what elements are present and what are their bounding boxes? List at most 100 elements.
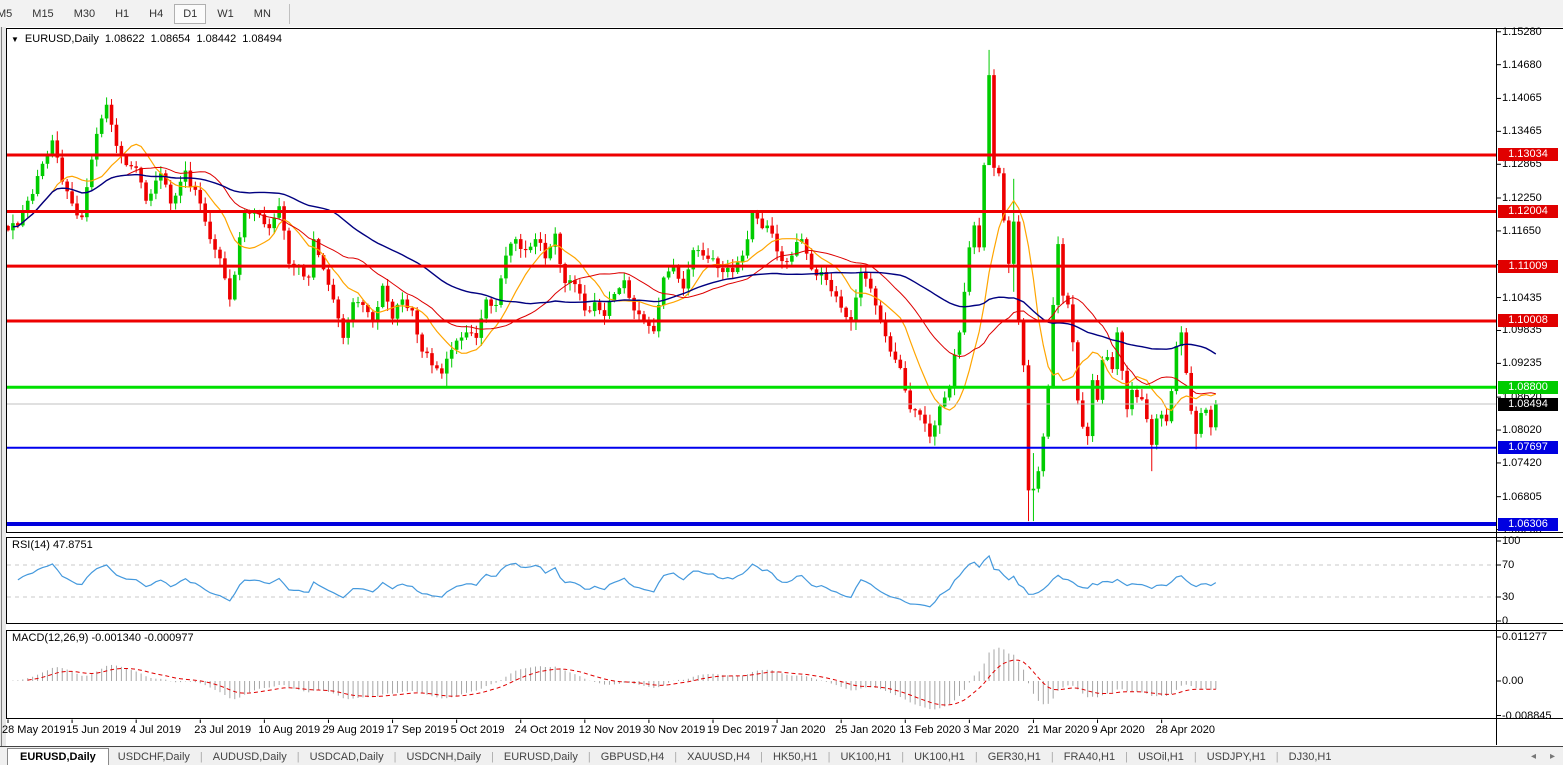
timeframe-button-m15[interactable]: M15 — [32, 7, 54, 20]
price-axis-tick: 1.06805 — [1502, 490, 1542, 503]
timeframe-button-mn[interactable]: MN — [253, 7, 271, 20]
macd-axis-tick: 0.00 — [1502, 675, 1524, 687]
tab-divider: | — [760, 750, 763, 763]
tab-divider: | — [491, 750, 494, 763]
tab-ger30-h1[interactable]: GER30,H1 — [987, 750, 1041, 763]
rsi-axis-tick: 0 — [1502, 615, 1509, 627]
tab-usdcad-daily[interactable]: USDCAD,Daily — [309, 750, 384, 763]
macd-signal-line — [27, 659, 1216, 706]
rsi-axis-tick: 100 — [1502, 535, 1521, 547]
macd-indicator-label: MACD(12,26,9) -0.001340 -0.000977 — [12, 632, 194, 644]
date-axis-label: 28 Apr 2020 — [1155, 724, 1215, 736]
tab-eurusd-daily[interactable]: EURUSD,Daily — [7, 748, 109, 765]
timeframe-button-h1[interactable]: H1 — [115, 7, 130, 20]
tab-usoil-h1[interactable]: USOil,H1 — [1137, 750, 1184, 763]
tab-hk50-h1[interactable]: HK50,H1 — [772, 750, 818, 763]
macd-histogram — [12, 647, 1217, 710]
rsi-line — [17, 554, 1217, 608]
tab-fra40-h1[interactable]: FRA40,H1 — [1063, 750, 1116, 763]
chart-canvas[interactable] — [0, 27, 1563, 765]
ohlc-high: 1.08654 — [150, 33, 191, 45]
date-axis-label: 23 Jul 2019 — [194, 724, 252, 736]
date-axis-label: 21 Mar 2020 — [1027, 724, 1090, 736]
chart-tab-bar: EURUSD,Daily USDCHF,Daily | AUDUSD,Daily | US… — [0, 746, 1563, 765]
date-axis-label: 13 Feb 2020 — [899, 724, 962, 736]
date-axis-label: 12 Nov 2019 — [578, 724, 642, 736]
date-axis-label: 9 Apr 2020 — [1091, 724, 1145, 736]
price-badge-1.10008: 1.10008 — [1498, 314, 1558, 328]
date-axis-label: 5 Oct 2019 — [450, 724, 505, 736]
chart-title: ▼ EURUSD,Daily 1.08622 1.08654 1.08442 1… — [11, 33, 282, 45]
tab-scroll-left-icon[interactable]: ◂ — [1530, 751, 1536, 762]
tab-dj30-h1[interactable]: DJ30,H1 — [1288, 750, 1332, 763]
price-axis-tick: 1.09235 — [1502, 357, 1542, 370]
tab-divider: | — [1193, 750, 1197, 763]
macd-axis-tick: -0.008845 — [1502, 709, 1552, 722]
tab-usdchf-daily[interactable]: USDCHF,Daily — [117, 750, 190, 763]
macd-signal-value: -0.000977 — [144, 632, 194, 644]
price-badge-1.12004: 1.12004 — [1498, 204, 1558, 218]
tab-divider: | — [393, 750, 397, 763]
price-axis-tick: 1.11650 — [1502, 224, 1541, 237]
date-axis-label: 24 Oct 2019 — [514, 724, 575, 736]
tab-scroll-right-icon[interactable]: ▸ — [1549, 751, 1555, 762]
macd-main-value: -0.001340 — [91, 632, 142, 644]
tab-uk100-h1[interactable]: UK100,H1 — [840, 750, 892, 763]
macd-axis-tick: 0.011277 — [1502, 630, 1548, 643]
ohlc-close: 1.08494 — [242, 33, 282, 45]
tab-divider: | — [674, 750, 678, 763]
rsi-indicator-label: RSI(14) 47.8751 — [12, 539, 93, 551]
chart-dropdown-caret-icon[interactable]: ▼ — [11, 34, 19, 44]
price-axis-tick: 1.14680 — [1502, 58, 1542, 71]
price-badge-1.08800: 1.08800 — [1498, 380, 1558, 394]
tab-divider: | — [1275, 750, 1279, 763]
tab-divider: | — [901, 750, 905, 763]
tab-gbpusd-h4[interactable]: GBPUSD,H4 — [600, 750, 665, 763]
macd-name: MACD(12,26,9) — [12, 632, 89, 644]
ohlc-low: 1.08442 — [196, 33, 237, 45]
tab-xauusd-h4[interactable]: XAUUSD,H4 — [687, 750, 751, 763]
tab-divider: | — [1050, 750, 1054, 763]
timeframe-button-h4[interactable]: H4 — [149, 7, 164, 20]
date-axis-label: 15 Jun 2019 — [66, 724, 127, 736]
toolbar-separator — [288, 3, 290, 24]
date-axis[interactable]: 28 May 2019 15 Jun 2019 4 Jul 2019 23 Jul 2… — [0, 724, 1563, 740]
date-axis-label: 17 Sep 2019 — [386, 724, 449, 736]
tab-scroll-arrows: ◂ ▸ — [1531, 751, 1555, 762]
tab-uk100-h1[interactable]: UK100,H1 — [914, 750, 965, 763]
tab-usdjpy-h1[interactable]: USDJPY,H1 — [1206, 750, 1266, 763]
price-axis-tick: 1.12250 — [1502, 191, 1542, 204]
tab-divider: | — [1125, 750, 1128, 763]
price-axis-tick: 1.07420 — [1502, 456, 1542, 469]
price-axis-tick: 1.14065 — [1502, 92, 1542, 105]
price-axis-tick: 1.09835 — [1502, 324, 1542, 337]
timeframe-button-m30[interactable]: M30 — [73, 7, 96, 20]
price-axis[interactable]: 1.15280 1.14680 1.14065 1.13465 1.12865 1.122… — [1497, 25, 1563, 745]
rsi-name: RSI(14) — [12, 539, 50, 551]
date-axis-label: 7 Jan 2020 — [771, 724, 826, 736]
price-badge-1.07697: 1.07697 — [1498, 441, 1558, 455]
tab-divider: | — [199, 750, 203, 763]
price-badge-1.11009: 1.11009 — [1498, 259, 1558, 273]
rsi-axis-tick: 30 — [1502, 591, 1515, 603]
date-axis-label: 10 Aug 2019 — [258, 724, 321, 736]
date-axis-label: 19 Dec 2019 — [706, 724, 770, 736]
rsi-axis-tick: 70 — [1502, 559, 1515, 571]
tab-audusd-daily[interactable]: AUDUSD,Daily — [212, 750, 287, 763]
chart-symbol-label: EURUSD,Daily — [24, 33, 99, 45]
price-axis-tick: 1.15280 — [1502, 25, 1542, 38]
timeframe-button-d1[interactable]: D1 — [174, 3, 207, 24]
rsi-value: 47.8751 — [52, 539, 93, 551]
date-axis-label: 29 Aug 2019 — [322, 724, 385, 736]
timeframe-button-w1[interactable]: W1 — [217, 7, 234, 20]
ohlc-open: 1.08622 — [104, 33, 145, 45]
tab-usdcnh-daily[interactable]: USDCNH,Daily — [406, 750, 481, 763]
tab-divider: | — [587, 750, 591, 763]
date-axis-label: 25 Jan 2020 — [835, 724, 896, 736]
tab-divider: | — [974, 750, 978, 763]
tab-eurusd-daily[interactable]: EURUSD,Daily — [503, 750, 578, 763]
date-axis-label: 4 Jul 2019 — [130, 724, 181, 736]
timeframe-button-m5[interactable]: M5 — [0, 7, 13, 20]
price-badge-1.06306: 1.06306 — [1498, 517, 1558, 531]
